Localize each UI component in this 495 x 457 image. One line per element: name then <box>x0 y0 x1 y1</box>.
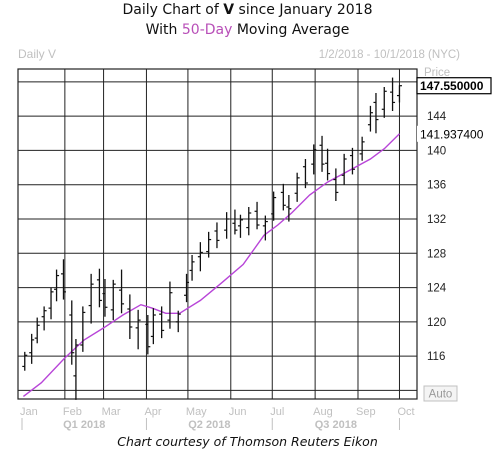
ohlc-bar <box>34 317 40 344</box>
chart-caption: Chart courtesy of Thomson Reuters Eikon <box>117 434 378 449</box>
plot-frame <box>17 68 418 400</box>
date-range: 1/2/2018 - 10/1/2018 (NYC) <box>319 49 460 61</box>
symbol-label: Daily V <box>18 47 56 61</box>
ohlc-bar <box>48 287 54 320</box>
last-price-label: 147.550000 <box>420 79 484 93</box>
ohlc-bar <box>294 172 300 202</box>
ohlc-bar <box>246 207 252 236</box>
x-tick-label: May <box>186 406 207 418</box>
last-price-box <box>416 77 492 95</box>
ohlc-bar <box>54 269 60 302</box>
ohlc-bar <box>396 85 402 103</box>
subtitle-prefix: With <box>145 22 182 38</box>
auto-button-frame <box>423 385 458 402</box>
subtitle-accent: 50-Day <box>181 22 233 38</box>
ohlc-bar <box>60 259 66 300</box>
quarter-label: Q3 2018 <box>315 419 357 431</box>
ohlc-bar <box>22 351 28 371</box>
y-tick-label: 124 <box>427 283 447 295</box>
y-tick-label: 140 <box>427 145 446 157</box>
x-tick-label: Jul <box>270 406 284 418</box>
y-tick-label: 116 <box>427 351 445 363</box>
title-prefix: Daily Chart of <box>122 2 224 18</box>
ohlc-bar <box>96 268 102 308</box>
chart-title-line-1: Daily Chart of V since January 2018 <box>0 2 495 18</box>
x-tick-label: Jun <box>229 406 247 418</box>
ohlc-bar <box>69 300 75 365</box>
ohlc-bar <box>29 333 35 364</box>
ohlc-bar <box>88 273 94 324</box>
ohlc-bar <box>359 136 365 161</box>
ohlc-bar <box>110 279 116 321</box>
ohlc-bar <box>302 159 308 189</box>
ohlc-bar <box>119 269 125 314</box>
ohlc-bar <box>373 93 379 134</box>
ohlc-bar <box>262 215 268 241</box>
y-tick-label: 132 <box>427 214 446 226</box>
ohlc-bar <box>145 315 151 355</box>
ohlc-bar <box>102 279 108 317</box>
y-tick-label: 120 <box>427 317 446 329</box>
x-tick-label: Jan <box>20 406 38 418</box>
ohlc-bar <box>232 209 238 235</box>
chart-title-line-2: With 50-Day Moving Average <box>0 22 495 38</box>
ohlc-bar <box>135 309 141 350</box>
x-tick-label: Apr <box>144 406 161 418</box>
ohlc-bar <box>175 310 181 333</box>
ohlc-bar <box>73 339 79 400</box>
ohlc-bar <box>237 214 243 238</box>
ohlc-bar <box>280 183 286 211</box>
ohlc-bar <box>127 294 133 339</box>
x-tick-label: Aug <box>313 406 333 418</box>
price-axis-title: Price <box>424 67 450 79</box>
ohlc-bar <box>41 306 47 331</box>
title-ticker: V <box>223 2 235 18</box>
ohlc-bar <box>271 191 277 221</box>
auto-button-label: Auto <box>429 389 453 401</box>
y-tick-label: 136 <box>427 180 446 192</box>
x-tick-label: Mar <box>102 406 121 418</box>
auto-scale-button[interactable]: Auto <box>423 385 458 402</box>
ohlc-bar <box>319 135 325 172</box>
ohlc-bar <box>80 306 86 352</box>
y-tick-label: 144 <box>427 111 447 123</box>
ohlc-bar <box>206 231 212 258</box>
ohlc-bar <box>150 308 156 345</box>
quarter-label: Q2 2018 <box>188 419 230 431</box>
ohlc-bar <box>254 201 260 230</box>
ohlc-bar <box>286 195 292 222</box>
ma-value-label: 141.937400 <box>420 127 484 141</box>
ohlc-bar <box>381 87 387 118</box>
ohlc-bar <box>367 105 373 132</box>
ohlc-bar <box>159 306 165 339</box>
x-tick-label: Feb <box>63 406 82 418</box>
title-suffix: since January 2018 <box>234 2 373 18</box>
ma-value-box <box>417 125 491 142</box>
moving-average-line <box>22 133 400 397</box>
ohlc-bar <box>325 148 331 181</box>
ohlc-bar <box>349 147 355 175</box>
x-tick-label: Sep <box>356 406 376 418</box>
ohlc-bar <box>224 212 230 239</box>
ohlc-bar <box>311 144 317 175</box>
ohlc-bar <box>341 153 347 185</box>
ohlc-bar <box>214 222 220 249</box>
y-tick-label: 128 <box>427 248 446 260</box>
ohlc-bar <box>197 242 203 272</box>
ohlc-bar <box>189 255 195 281</box>
subtitle-suffix: Moving Average <box>232 22 350 38</box>
ohlc-bar <box>167 281 173 329</box>
ohlc-bar <box>390 77 396 111</box>
ohlc-bar <box>184 273 190 303</box>
x-tick-label: Oct <box>397 406 414 418</box>
ohlc-bar <box>333 168 339 201</box>
quarter-label: Q1 2018 <box>63 419 105 431</box>
